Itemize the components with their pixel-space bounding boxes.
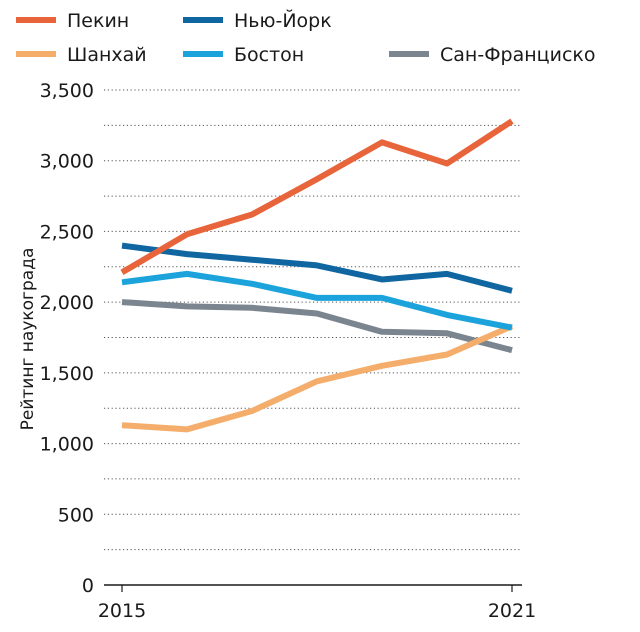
y-tick-label: 3,000 bbox=[40, 151, 94, 173]
x-tick-label: 2015 bbox=[98, 600, 146, 622]
series-line-0 bbox=[120, 118, 514, 275]
series-line-4 bbox=[121, 299, 513, 354]
x-axis-ticks: 2015 2021 bbox=[98, 585, 536, 622]
series-line-3 bbox=[121, 270, 513, 331]
y-tick-label: 1,500 bbox=[40, 363, 94, 385]
legend-label: Бостон bbox=[234, 44, 304, 66]
y-tick-label: 500 bbox=[58, 504, 94, 526]
legend-label: Сан-Франциско bbox=[440, 44, 596, 66]
y-tick-label: 0 bbox=[82, 575, 94, 597]
y-axis-ticks: 0 500 1,000 1,500 2,000 2,500 3,000 3,500 bbox=[40, 80, 94, 597]
gridlines bbox=[104, 89, 522, 586]
legend: Пекин Нью-Йорк Шанхай Бостон Сан-Франциско bbox=[16, 9, 596, 66]
legend-label: Нью-Йорк bbox=[234, 9, 332, 32]
y-tick-label: 2,500 bbox=[40, 221, 94, 243]
series-line-2 bbox=[121, 323, 514, 433]
y-tick-label: 3,500 bbox=[40, 80, 94, 102]
x-tick-label: 2021 bbox=[488, 600, 536, 622]
series-lines bbox=[120, 118, 514, 433]
y-axis-title: Рейтинг наукограда bbox=[18, 248, 38, 431]
y-tick-label: 2,000 bbox=[40, 292, 94, 314]
series-line-1 bbox=[121, 242, 513, 294]
legend-label: Шанхай bbox=[67, 44, 147, 66]
legend-label: Пекин bbox=[67, 10, 129, 32]
y-tick-label: 1,000 bbox=[40, 434, 94, 456]
